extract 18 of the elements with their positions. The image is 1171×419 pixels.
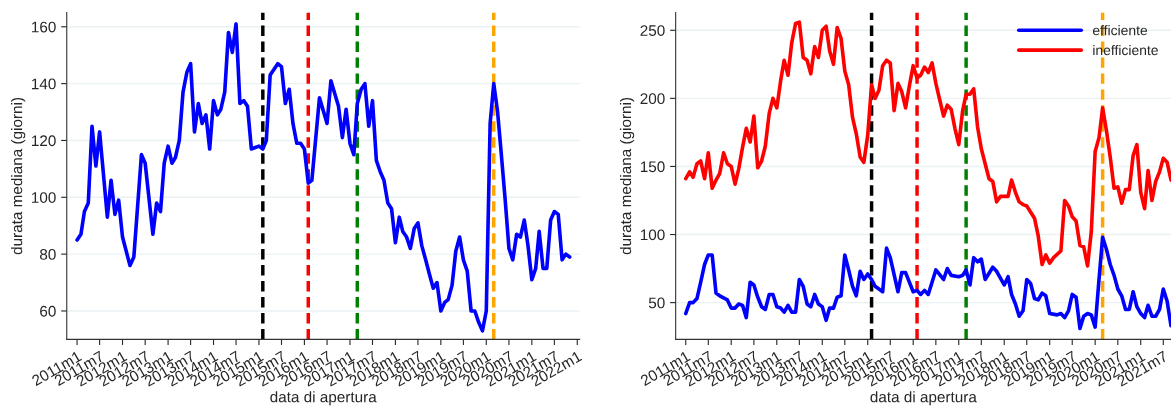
y-tick-label: 60	[40, 305, 56, 317]
legend-label: inefficiente	[1093, 44, 1158, 56]
y-tick-label: 140	[32, 78, 56, 90]
y-tick-label: 100	[32, 192, 56, 203]
y-axis-title: durata mediana (giorni)	[11, 97, 26, 255]
y-tick-label: 100	[640, 229, 665, 241]
line-series	[683, 235, 1171, 331]
y-tick-label: 160	[32, 21, 56, 33]
y-tick-label: 200	[640, 93, 665, 105]
y-tick-label: 50	[648, 297, 665, 309]
y-tick-label: 80	[40, 249, 56, 260]
y-axis-title: durata mediana (giorni)	[619, 97, 635, 255]
y-tick-label: 150	[640, 161, 665, 173]
x-axis-title: data di apertura	[270, 391, 377, 406]
x-axis-title: data di apertura	[870, 391, 977, 406]
y-tick-label: 120	[32, 135, 56, 147]
line-series	[75, 22, 572, 333]
y-tick-label: 250	[640, 25, 665, 36]
